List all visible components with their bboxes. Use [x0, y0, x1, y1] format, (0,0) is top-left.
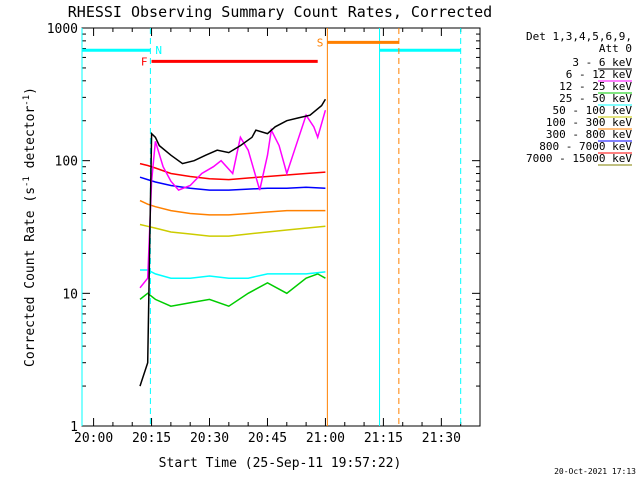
legend-header-line2: Att 0 — [599, 42, 632, 55]
legend-label: 25 - 50 keV — [559, 92, 632, 105]
x-tick-label: 20:30 — [190, 431, 229, 446]
y-axis: 1 10 100 1000 — [47, 22, 480, 435]
saa-label: S — [317, 36, 324, 49]
y-tick-label: 1 — [70, 420, 78, 435]
legend-label: 300 - 800 keV — [546, 128, 632, 141]
legend-header-line1: Det 1,3,4,5,6,9, — [526, 30, 632, 43]
series-group — [139, 98, 327, 387]
x-axis-label: Start Time (25-Sep-11 19:57:22) — [159, 456, 402, 471]
y-axis-label: Corrected Count Rate (s-1 detector-1) — [22, 87, 38, 367]
series-line-6 — [139, 176, 326, 191]
legend-label: 3 - 6 keV — [572, 56, 632, 69]
series-line-5 — [139, 199, 326, 216]
chart-title: RHESSI Observing Summary Count Rates, Co… — [68, 3, 492, 21]
legend-label: 7000 - 15000 keV — [526, 152, 632, 165]
footer-timestamp: 20-Oct-2021 17:13 — [554, 467, 636, 476]
x-tick-label: 20:00 — [74, 431, 113, 446]
series-line-3 — [140, 269, 326, 279]
series-line-0 — [139, 98, 327, 387]
series-line-4 — [139, 223, 326, 237]
legend-label: 100 - 300 keV — [546, 116, 632, 129]
legend-label: 12 - 25 keV — [559, 80, 632, 93]
legend-label: 6 - 12 keV — [566, 68, 633, 81]
observing-flags: NF S — [81, 28, 462, 426]
series-line-2 — [139, 273, 326, 308]
x-tick-label: 20:45 — [248, 431, 287, 446]
x-tick-label: 21:00 — [306, 431, 345, 446]
plot-frame — [81, 27, 481, 427]
flare-label: F — [141, 55, 148, 68]
x-axis: 20:00 20:15 20:30 20:45 21:00 21:15 21:30 — [74, 28, 481, 446]
y-tick-label: 100 — [55, 155, 78, 170]
series-line-1 — [139, 109, 327, 289]
night-label: N — [155, 44, 162, 57]
x-tick-label: 21:15 — [364, 431, 403, 446]
y-tick-label: 10 — [62, 287, 78, 302]
x-tick-label: 21:30 — [422, 431, 461, 446]
x-tick-label: 20:15 — [132, 431, 171, 446]
legend-label: 50 - 100 keV — [553, 104, 633, 117]
series-line-7 — [139, 162, 326, 181]
y-tick-label: 1000 — [47, 22, 78, 37]
legend-label: 800 - 7000 keV — [539, 140, 632, 153]
